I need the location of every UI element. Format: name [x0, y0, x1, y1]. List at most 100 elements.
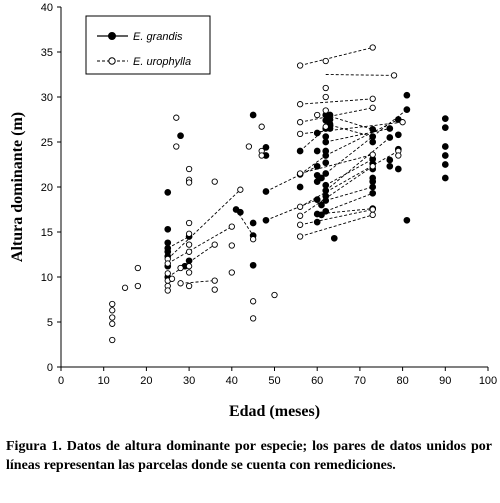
x-tick-label: 100	[479, 375, 497, 387]
urophylla-data-point	[211, 178, 218, 185]
urophylla-data-point	[249, 236, 257, 243]
x-tick-label: 90	[439, 375, 451, 387]
x-tick-label: 70	[354, 375, 366, 387]
urophylla-data-point	[369, 206, 376, 213]
grandis-connecting-line	[325, 137, 391, 191]
urophylla-connecting-line	[299, 165, 373, 217]
legend-marker-grandis	[108, 32, 116, 40]
grandis-connecting-line	[299, 128, 327, 152]
urophylla-data-point	[185, 263, 193, 270]
urophylla-data-point	[185, 179, 193, 186]
urophylla-data-point	[164, 260, 171, 267]
grandis-data-point	[318, 201, 325, 209]
urophylla-data-point	[164, 287, 171, 294]
urophylla-data-point	[271, 291, 278, 299]
grandis-data-point	[403, 216, 411, 224]
urophylla-data-point	[168, 275, 176, 282]
urophylla-data-point	[296, 62, 304, 69]
urophylla-connecting-line	[325, 74, 395, 76]
grandis-data-point	[313, 218, 321, 226]
urophylla-data-point	[249, 315, 257, 322]
grandis-data-point	[322, 197, 330, 204]
y-tick-label: 30	[41, 92, 53, 104]
grandis-data-point	[185, 257, 193, 265]
grandis-data-point	[318, 211, 325, 219]
urophylla-data-point	[322, 84, 329, 92]
urophylla-data-point	[177, 280, 184, 287]
urophylla-data-point	[164, 270, 171, 277]
urophylla-data-point	[369, 104, 376, 111]
urophylla-data-point	[185, 269, 193, 276]
urophylla-data-point	[296, 119, 304, 126]
urophylla-data-point	[185, 282, 193, 290]
grandis-data-point	[322, 138, 330, 146]
urophylla-connecting-line	[299, 150, 399, 208]
urophylla-data-point	[296, 203, 304, 210]
urophylla-data-point	[109, 300, 116, 308]
grandis-data-point	[441, 115, 449, 122]
grandis-data-point	[441, 143, 449, 150]
urophylla-connecting-line	[300, 107, 373, 123]
grandis-data-point	[369, 183, 377, 191]
x-axis-title: Edad (meses)	[229, 403, 320, 420]
urophylla-data-point	[322, 123, 329, 130]
grandis-connecting-line	[325, 114, 373, 130]
grandis-data-point	[369, 189, 377, 197]
grandis-data-point	[403, 91, 411, 99]
grandis-data-point	[262, 188, 270, 195]
y-tick-label: 35	[41, 47, 53, 59]
grandis-data-point	[322, 207, 330, 215]
grandis-data-point	[236, 208, 244, 216]
grandis-data-point	[249, 261, 257, 269]
grandis-data-point	[441, 161, 449, 168]
urophylla-connecting-line	[300, 47, 373, 66]
urophylla-data-point	[185, 165, 193, 173]
grandis-connecting-line	[325, 158, 373, 186]
urophylla-data-point	[173, 143, 180, 150]
connecting-lines-layer	[167, 47, 408, 284]
grandis-data-point	[313, 147, 321, 155]
urophylla-data-point	[296, 212, 304, 219]
urophylla-data-point	[211, 241, 218, 248]
urophylla-data-point	[390, 72, 398, 79]
y-tick-label: 40	[41, 2, 53, 14]
urophylla-data-point	[395, 152, 402, 159]
grandis-data-point	[369, 138, 377, 146]
urophylla-data-point	[249, 298, 257, 305]
grandis-data-point	[322, 170, 330, 177]
urophylla-data-point	[322, 57, 329, 65]
urophylla-data-point	[228, 269, 235, 276]
grandis-data-point	[369, 133, 377, 140]
x-tick-label: 0	[58, 375, 64, 387]
urophylla-data-point	[369, 44, 376, 51]
y-tick-label: 5	[47, 317, 53, 329]
y-tick-label: 15	[41, 227, 53, 239]
grandis-data-point	[249, 111, 257, 119]
urophylla-data-point	[211, 286, 218, 293]
x-tick-label: 30	[183, 375, 195, 387]
grandis-data-point	[296, 183, 304, 191]
x-tick-label: 60	[311, 375, 323, 387]
urophylla-data-point	[237, 186, 244, 193]
urophylla-data-point	[185, 241, 193, 248]
grandis-data-point	[313, 129, 321, 137]
grandis-data-point	[313, 178, 321, 185]
urophylla-data-point	[399, 119, 406, 126]
urophylla-data-point	[228, 223, 235, 230]
figure-caption: Figura 1. Datos de altura dominante por …	[6, 439, 492, 473]
grandis-data-point	[386, 162, 394, 170]
grandis-data-point	[403, 106, 411, 113]
grandis-data-point	[262, 144, 270, 151]
urophylla-data-point	[185, 219, 193, 227]
urophylla-data-point	[245, 143, 253, 150]
grandis-data-point	[386, 125, 394, 132]
scatter-chart: 0 10 20 30 40 50 60 70 80 90 100 0 5 10 15 20 25 30 35 40 E…	[9, 2, 497, 420]
urophylla-data-point	[173, 114, 180, 121]
urophylla-connecting-line	[300, 98, 373, 105]
grandis-data-point	[322, 181, 330, 189]
grandis-data-point	[369, 126, 377, 133]
grandis-data-point	[313, 162, 321, 170]
urophylla-data-point	[109, 314, 116, 321]
grandis-connecting-line	[265, 165, 318, 192]
grandis-data-point	[164, 189, 172, 196]
